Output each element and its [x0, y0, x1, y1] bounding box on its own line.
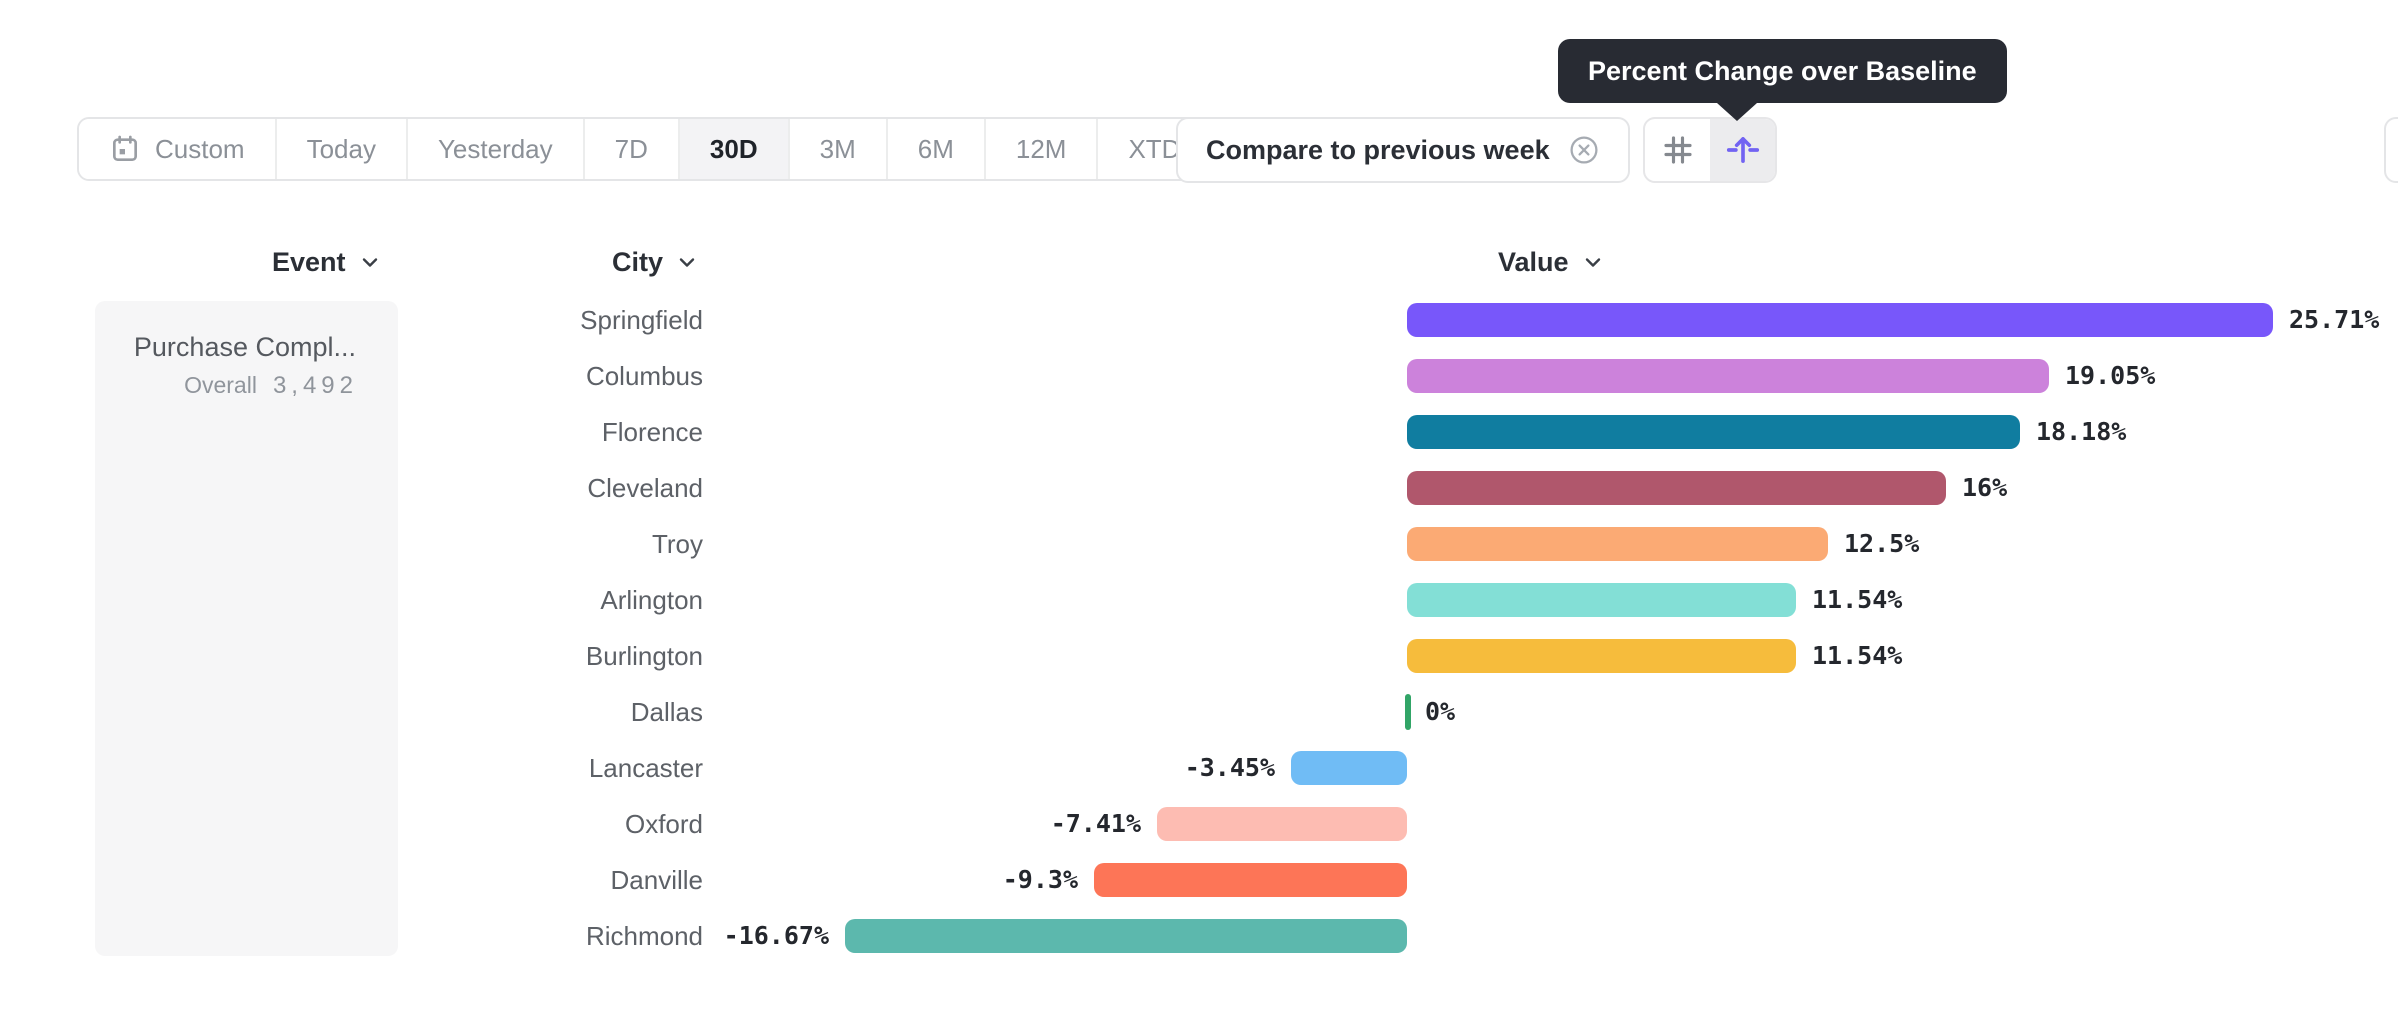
value-bar[interactable]	[1157, 807, 1407, 841]
value-label: 18.18%	[2036, 417, 2127, 446]
value-label: -7.41%	[1050, 809, 1141, 838]
date-range-30d-button[interactable]: 30D	[679, 119, 790, 179]
calendar-icon	[109, 133, 141, 165]
value-label: 0%	[1425, 697, 1456, 726]
chart-row: Cleveland 16%	[0, 460, 2398, 516]
chevron-down-icon	[358, 250, 382, 274]
chart-row: Columbus 19.05%	[0, 348, 2398, 404]
value-bar[interactable]	[1407, 583, 1796, 617]
chart-row: Danville -9.3%	[0, 852, 2398, 908]
grid-view-button[interactable]	[1645, 119, 1710, 181]
chart-row: Oxford -7.41%	[0, 796, 2398, 852]
event-overall: Overall 3,492	[95, 372, 358, 400]
chart-row: Springfield 25.71%	[0, 292, 2398, 348]
overall-value: 3,492	[272, 372, 358, 399]
view-toggle	[1643, 117, 1777, 183]
city-label: Cleveland	[587, 473, 703, 503]
value-bar[interactable]	[1407, 415, 2020, 449]
chart-row: Dallas 0%	[0, 684, 2398, 740]
date-range-12m-button[interactable]: 12M	[985, 119, 1099, 179]
column-header-city[interactable]: City	[612, 244, 699, 280]
column-header-label: Event	[272, 246, 346, 277]
city-label: Lancaster	[588, 753, 703, 783]
date-range-7d-button[interactable]: 7D	[584, 119, 680, 179]
city-label: Dallas	[630, 697, 703, 727]
chart-row: Arlington 11.54%	[0, 572, 2398, 628]
compare-chip-label: Compare to previous week	[1206, 134, 1550, 165]
column-header-event[interactable]: Event	[272, 244, 382, 280]
column-header-label: City	[612, 246, 664, 277]
event-title: Purchase Compl...	[133, 332, 356, 362]
tooltip: Percent Change over Baseline	[1558, 39, 2007, 103]
date-range-label: Custom	[155, 133, 245, 164]
chart-row: Troy 12.5%	[0, 516, 2398, 572]
city-label: Springfield	[580, 305, 703, 335]
value-bar[interactable]	[1407, 639, 1796, 673]
value-bar[interactable]	[1407, 359, 2049, 393]
overall-label: Overall	[184, 372, 257, 398]
partial-button-right-edge[interactable]	[2384, 117, 2398, 183]
city-label: Burlington	[585, 641, 703, 671]
column-header-value[interactable]: Value	[1498, 244, 1605, 280]
date-range-yesterday-button[interactable]: Yesterday	[407, 119, 585, 179]
value-bar[interactable]	[1405, 694, 1411, 730]
date-range-3m-button[interactable]: 3M	[789, 119, 888, 179]
value-label: 11.54%	[1812, 585, 1903, 614]
date-range-toolbar: Custom Today Yesterday 7D 30D 3M 6M 12M …	[77, 117, 1249, 181]
chart-row: Florence 18.18%	[0, 404, 2398, 460]
city-label: Arlington	[600, 585, 703, 615]
city-label: Danville	[610, 865, 704, 895]
city-label: Columbus	[585, 361, 703, 391]
value-label: 12.5%	[1844, 529, 1920, 558]
chart-row: Burlington 11.54%	[0, 628, 2398, 684]
value-label: -9.3%	[1002, 865, 1078, 894]
tooltip-arrow	[1717, 103, 1757, 121]
value-label: 11.54%	[1812, 641, 1903, 670]
city-label: Richmond	[585, 921, 703, 951]
column-header-label: Value	[1498, 246, 1569, 277]
value-label: -16.67%	[723, 921, 829, 950]
close-circle-icon[interactable]	[1568, 134, 1600, 166]
baseline-lift-icon	[1724, 131, 1762, 169]
event-cell[interactable]: Purchase Compl... Overall 3,492	[95, 301, 398, 956]
chart-row: Lancaster -3.45%	[0, 740, 2398, 796]
city-label: Oxford	[624, 809, 703, 839]
value-bar[interactable]	[1094, 863, 1407, 897]
bar-chart: Springfield 25.71% Columbus 19.05% Florence 1…	[0, 292, 2398, 964]
value-bar[interactable]	[845, 919, 1407, 953]
chart-row: Richmond -16.67%	[0, 908, 2398, 964]
value-bar[interactable]	[1407, 471, 1946, 505]
city-label: Florence	[601, 417, 703, 447]
baseline-lift-view-button[interactable]	[1710, 119, 1775, 181]
chevron-down-icon	[1581, 250, 1605, 274]
date-range-6m-button[interactable]: 6M	[887, 119, 986, 179]
chevron-down-icon	[675, 250, 699, 274]
value-bar[interactable]	[1407, 303, 2273, 337]
date-range-today-button[interactable]: Today	[276, 119, 408, 179]
value-label: -3.45%	[1184, 753, 1275, 782]
date-range-custom-button[interactable]: Custom	[79, 119, 277, 179]
grid-icon	[1660, 132, 1696, 168]
compare-chip[interactable]: Compare to previous week	[1176, 117, 1630, 183]
value-bar[interactable]	[1407, 527, 1828, 561]
value-label: 16%	[1962, 473, 2008, 502]
value-label: 25.71%	[2289, 305, 2380, 334]
city-label: Troy	[651, 529, 703, 559]
value-label: 19.05%	[2065, 361, 2156, 390]
value-bar[interactable]	[1291, 751, 1407, 785]
